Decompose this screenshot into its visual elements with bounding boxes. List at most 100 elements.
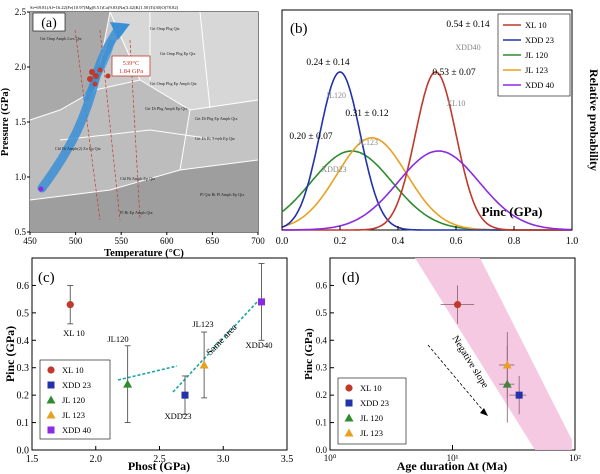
y-tick-label: 0.1	[17, 418, 30, 429]
field-grey-right	[180, 100, 258, 170]
point-label-jl120: JL120	[107, 334, 128, 344]
y-tick-label: 0.2	[17, 391, 30, 402]
y-tick-label: 0.5	[316, 308, 328, 318]
panel-d-points	[440, 285, 527, 423]
panel-a-header: Si=69.81(Al=16.22)Fe(10.97)Mg(8.51)Ca(9.…	[30, 5, 179, 10]
negative-slope-arrowhead	[480, 408, 488, 416]
x-tick-label: 550	[114, 236, 128, 246]
field-label: Grt Di Phg Ep Amph Qtz	[195, 116, 238, 121]
annot-jl123: 0.31 ± 0.12	[345, 109, 388, 119]
panel-c-yticks: 0.0 0.1 0.2 0.3 0.4 0.5 0.6	[17, 281, 36, 457]
panel-d-yticks: 0.0 0.1 0.2 0.3 0.4 0.5 0.6	[316, 280, 334, 455]
panel-b-xticks: 0.0 0.2 0.4 0.6 0.8 1.0	[276, 226, 578, 247]
x-tick-label: 2.0	[90, 454, 103, 465]
negative-slope-arrow	[427, 344, 487, 415]
x-tick-label: 650	[206, 236, 220, 246]
point-label-jl123: JL123	[192, 319, 213, 329]
panel-d-xticks: 10⁰ 10¹ 10²	[324, 445, 581, 463]
point-label-xl10: XL 10	[63, 328, 85, 338]
legend-marker	[46, 395, 56, 404]
field-label: Grt Omp Amph Lws Qtz	[40, 36, 82, 41]
legend-marker	[47, 366, 55, 374]
field-grey-dark	[30, 12, 110, 120]
curve-xdd40	[281, 150, 572, 231]
point-jl123	[199, 360, 209, 369]
y-tick-label: 1.0	[15, 172, 27, 182]
curve-name-xdd40: XDD40	[455, 43, 480, 52]
curve-name-jl120: JL120	[326, 91, 346, 100]
y-tick-label: 2.5	[15, 7, 27, 17]
x-tick-label: 10⁰	[324, 453, 337, 463]
y-tick-label: 2.0	[15, 62, 27, 72]
legend-marker	[46, 410, 56, 419]
panel-c-label: (c)	[38, 270, 55, 286]
curve-name-xl10: XL10	[447, 99, 466, 108]
x-tick-label: 10²	[569, 453, 581, 463]
x-tick-label: 3.5	[281, 454, 294, 465]
y-tick-label: 0.1	[316, 418, 327, 428]
pt-points-low	[38, 186, 44, 192]
legend-label: JL 123	[62, 410, 85, 420]
x-tick-label: 2.5	[153, 454, 166, 465]
legend-label: JL 120	[62, 395, 85, 405]
panel-a-label-box	[32, 12, 66, 32]
callout-box	[111, 55, 151, 77]
curve-name-xdd23: XDD23	[321, 165, 346, 174]
panel-a-xlabel: Temperature (°C)	[104, 248, 184, 259]
field-label: Pl Bt Ep Amph Qtz	[120, 210, 153, 215]
legend-marker	[345, 384, 353, 392]
point-jl123	[502, 360, 512, 369]
panel-d-xlabel: Age duration Δt (Ma)	[397, 459, 508, 473]
annot-jl120: 0.24 ± 0.14	[306, 58, 349, 68]
panel-d-label: (d)	[342, 270, 360, 286]
panel-b: 0.0 0.2 0.4 0.6 0.8 1.0 (b) 0.54 ± 0.14 0.53 …	[276, 9, 600, 247]
x-tick-label: 0.8	[508, 236, 521, 247]
y-tick-label: 0.6	[17, 281, 30, 292]
x-tick-label: 500	[69, 236, 83, 246]
panel-c-xticks: 1.5 2.0 2.5 3.0 3.5	[26, 446, 294, 465]
same-area-line-2	[172, 300, 259, 393]
panel-c-point-labels: XL 10 JL120 XDD23 JL123 XDD40	[63, 319, 272, 421]
panel-b-xlabel: Pinc (GPa)	[481, 204, 542, 219]
callout-temp: 539°C	[123, 60, 140, 67]
field-label: Chl Bt Amph(2) Zo Ep Qtz	[55, 146, 101, 151]
point-xl10	[453, 301, 462, 309]
legend-marker	[47, 426, 55, 434]
callout-pressure: 1.84 GPa	[119, 68, 143, 75]
field-label: Pl Qtz Bt Pl Amph Ep Qtz	[200, 192, 244, 197]
y-tick-label: 0.0	[316, 445, 328, 455]
field-grey-lower	[30, 160, 258, 232]
panel-d: Negative slope 0.00.10.20.30.40.50.6 10⁰…	[303, 257, 581, 473]
field-label: Grt Omp Phg Ep Qtz	[160, 51, 196, 56]
point-xl10	[66, 301, 74, 309]
panel-a-yticks: 0.5 1.0 1.5 2.0 2.5	[15, 7, 30, 237]
panel-d-legend: XL 10 XDD 23 JL 120 JL 123	[344, 383, 389, 438]
point-jl120	[123, 379, 133, 388]
legend-label: XL 10	[360, 383, 382, 393]
y-tick-label: 1.5	[15, 117, 27, 127]
legend-marker	[344, 413, 354, 422]
field-label: Grt Di Bt Amph Ep Qtz	[195, 136, 235, 141]
y-tick-label: 0.3	[316, 363, 328, 373]
panel-a-xticks: 450 500 550 600 650 700	[23, 232, 265, 246]
panel-c-xlabel: Phost (GPa)	[128, 459, 190, 473]
field-grey-light	[110, 12, 258, 110]
pt-path-arrowhead	[110, 22, 130, 40]
x-tick-label: 450	[23, 236, 37, 246]
legend-label: JL 123	[525, 65, 548, 75]
panel-c-ylabel: Pinc (GPa)	[3, 326, 17, 382]
y-tick-label: 0.6	[316, 280, 328, 290]
legend-label: JL 120	[360, 413, 383, 423]
panel-b-annotations: 0.54 ± 0.14 0.53 ± 0.07 0.24 ± 0.14 0.31…	[289, 20, 489, 142]
x-tick-label: 1.5	[26, 454, 39, 465]
field-label: Grt Omp Phg Qtz	[150, 26, 180, 31]
x-tick-label: 0.4	[392, 236, 405, 247]
panel-b-legend: XL 10 XDD 23 JL 120 JL 123 XDD 40	[503, 20, 554, 90]
panel-b-curves	[281, 71, 572, 231]
field-label: Chl Bt Amph Ep Qtz	[120, 176, 155, 181]
y-tick-label: 0.4	[17, 336, 30, 347]
curve-xl10	[282, 71, 572, 231]
x-tick-label: 0.6	[450, 236, 463, 247]
field-grey-mid	[30, 80, 190, 200]
y-tick-label: 0.5	[17, 308, 30, 319]
